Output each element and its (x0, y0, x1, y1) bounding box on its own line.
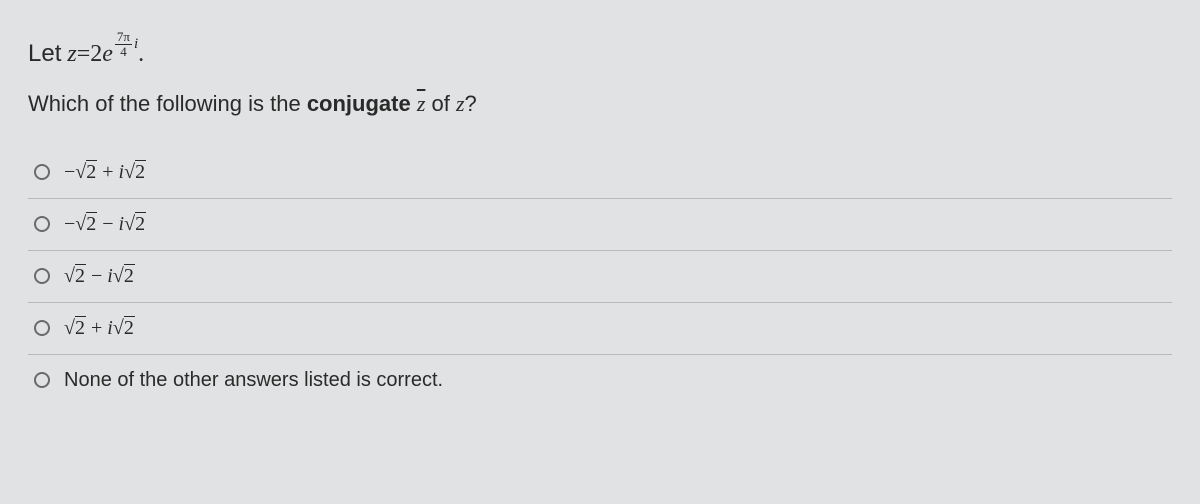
question-middle: of (425, 91, 456, 116)
definition-expression: z = 2 e 7π 4 i . (67, 40, 144, 68)
exponent-i: i (134, 36, 138, 53)
option-d[interactable]: 2 + i2 (28, 303, 1172, 355)
question-page: Let z = 2 e 7π 4 i . Which of the follow… (0, 0, 1200, 426)
radio-icon[interactable] (34, 268, 50, 284)
options-list: −2 + i2 −2 − i2 2 − i2 2 + i2 None of th… (28, 147, 1172, 406)
fraction-denominator: 4 (118, 45, 129, 59)
option-d-math: 2 + i2 (64, 317, 135, 340)
fraction-numerator: 7π (115, 30, 132, 45)
radicand: 2 (124, 316, 135, 339)
option-a-math: −2 + i2 (64, 161, 146, 184)
radicand: 2 (124, 264, 135, 287)
let-word: Let (28, 40, 61, 68)
radio-icon[interactable] (34, 320, 50, 336)
z-variable: z (67, 41, 76, 68)
radicand: 2 (86, 212, 97, 235)
option-e[interactable]: None of the other answers listed is corr… (28, 355, 1172, 406)
question-bold: conjugate (307, 91, 411, 116)
sign: − (64, 161, 75, 183)
radio-icon[interactable] (34, 372, 50, 388)
option-b[interactable]: −2 − i2 (28, 199, 1172, 251)
radicand: 2 (135, 160, 146, 183)
option-b-math: −2 − i2 (64, 213, 146, 236)
operator: − (86, 265, 107, 287)
stem-line-1: Let z = 2 e 7π 4 i . (28, 40, 1172, 69)
radio-icon[interactable] (34, 216, 50, 232)
radio-icon[interactable] (34, 164, 50, 180)
stem-line-2: Which of the following is the conjugate … (28, 91, 1172, 117)
z-plain: z (456, 91, 465, 116)
radicand: 2 (135, 212, 146, 235)
option-c-math: 2 − i2 (64, 265, 135, 288)
operator: − (97, 213, 118, 235)
question-suffix: ? (465, 91, 477, 116)
radicand: 2 (75, 316, 86, 339)
period: . (138, 41, 144, 68)
sign: − (64, 213, 75, 235)
option-c[interactable]: 2 − i2 (28, 251, 1172, 303)
exponent-fraction: 7π 4 (115, 30, 132, 58)
e-base: e (102, 41, 113, 68)
option-e-text: None of the other answers listed is corr… (64, 369, 443, 392)
option-a[interactable]: −2 + i2 (28, 147, 1172, 199)
operator: + (97, 161, 118, 183)
radicand: 2 (86, 160, 97, 183)
equals-sign: = (77, 41, 91, 68)
question-prefix: Which of the following is the (28, 91, 307, 116)
radicand: 2 (75, 264, 86, 287)
coefficient: 2 (90, 41, 102, 68)
operator: + (86, 317, 107, 339)
